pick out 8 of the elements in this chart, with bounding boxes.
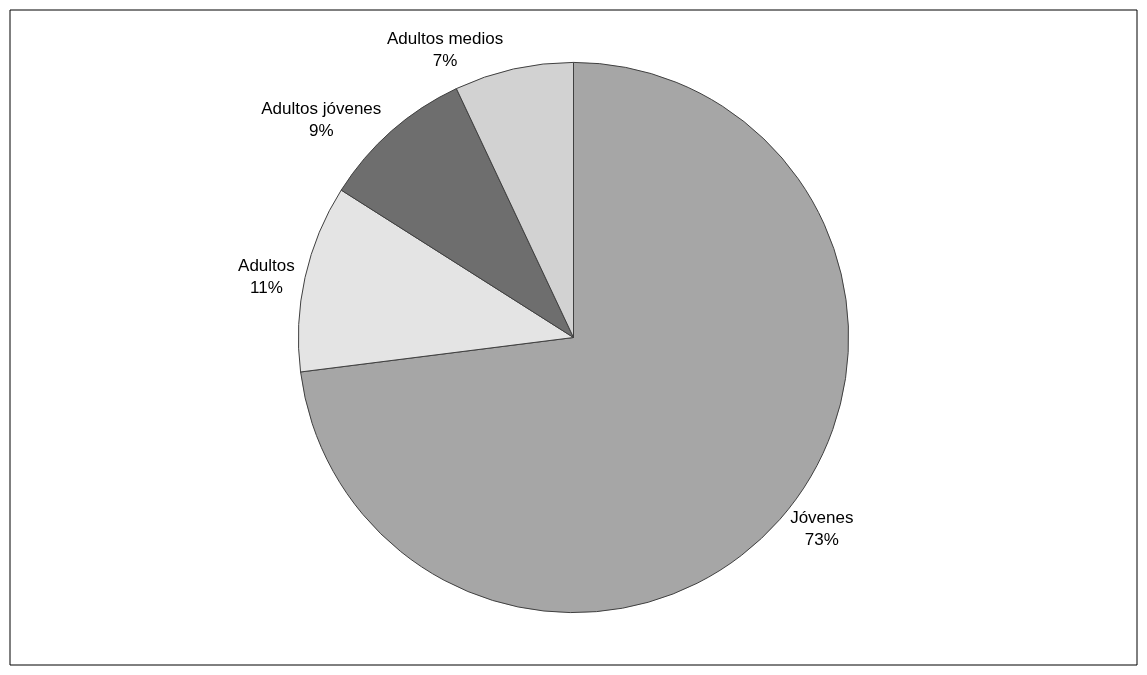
slice-label: Jóvenes <box>790 507 854 527</box>
data-label: 73% <box>804 529 839 549</box>
data-label: 9% <box>308 121 334 141</box>
data-label: 7% <box>432 51 458 70</box>
data-label: 11% <box>250 278 283 298</box>
slice-label: Adultos medios <box>386 28 504 48</box>
slice-label: Adultos <box>238 255 295 275</box>
slice-label: Adultos jóvenes <box>261 99 382 119</box>
